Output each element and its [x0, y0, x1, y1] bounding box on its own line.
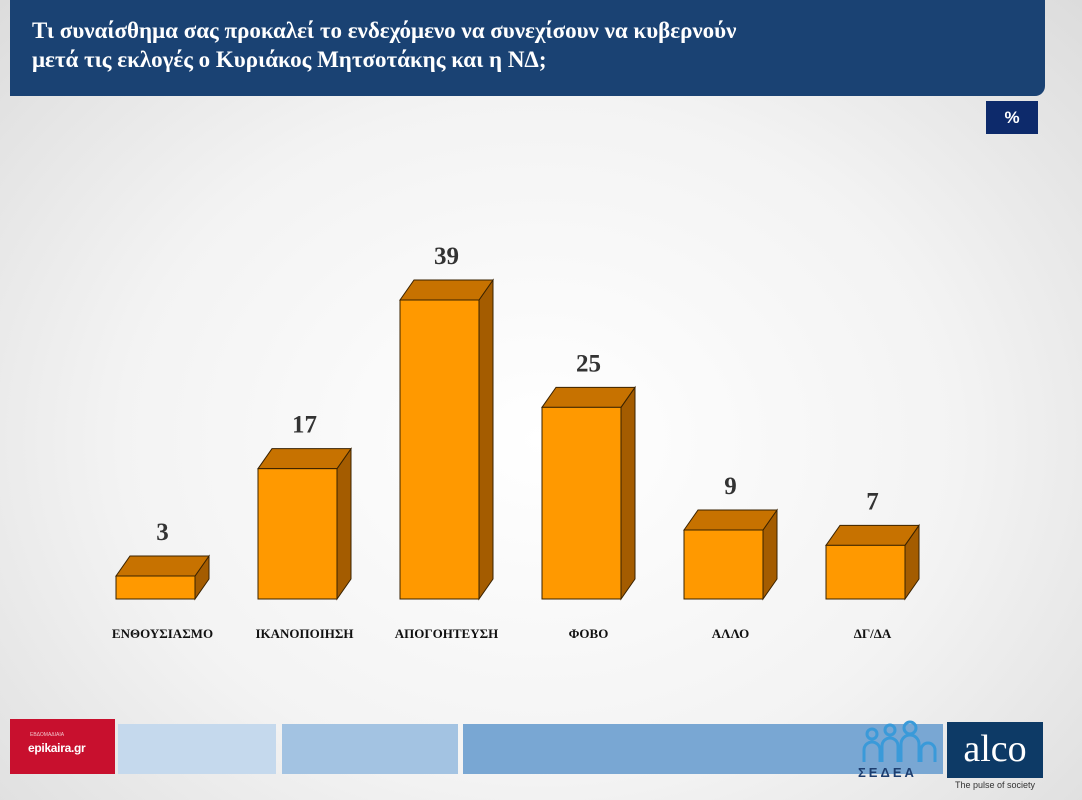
- bar-top-6: [825, 524, 920, 546]
- bar-front-5: [683, 529, 764, 600]
- bar-2: [257, 447, 352, 601]
- bar-front-2: [257, 468, 338, 600]
- bar-front-6: [825, 544, 906, 600]
- bar-front-1: [115, 575, 196, 600]
- data-label-6: 7: [866, 488, 879, 515]
- sedea-logo-text: ΣΕΔΕΑ: [858, 765, 917, 780]
- bar-top-3: [399, 279, 494, 301]
- category-label-6: ΔΓ/ΔΑ: [854, 626, 892, 641]
- category-label-1: ΕΝΘΟΥΣΙΑΣΜΟ: [112, 626, 213, 641]
- bar-side-3: [478, 278, 494, 601]
- category-label-5: ΑΛΛΟ: [712, 626, 749, 641]
- title-line-2: μετά τις εκλογές ο Κυριάκος Μητσοτάκης κ…: [32, 47, 547, 72]
- data-label-1: 3: [156, 519, 169, 546]
- bar-front-4: [541, 406, 622, 600]
- epikaira-logo-sub: ΕΒΔΟΜΑΔΙΑΙΑ: [30, 732, 65, 738]
- data-label-5: 9: [724, 473, 737, 500]
- epikaira-logo-text: epikaira.gr: [28, 741, 86, 755]
- data-label-2: 17: [292, 412, 317, 439]
- category-label-4: ΦΟΒΟ: [569, 626, 609, 641]
- footer-strip-1: [118, 724, 276, 774]
- category-label-3: ΑΠΟΓΟΗΤΕΥΣΗ: [395, 626, 498, 641]
- title-banner: Τι συναίσθημα σας προκαλεί το ενδεχόμενο…: [10, 0, 1045, 96]
- data-label-4: 25: [576, 350, 601, 377]
- bar-side-2: [336, 447, 352, 601]
- bar-3: [399, 278, 494, 601]
- alco-logo: alco: [947, 722, 1043, 778]
- bar-top-2: [257, 448, 352, 470]
- percent-badge: %: [986, 101, 1038, 134]
- category-label-2: ΙΚΑΝΟΠΟΙΗΣΗ: [255, 626, 353, 641]
- bar-5: [683, 508, 778, 601]
- alco-tagline: The pulse of society: [955, 780, 1036, 790]
- title-line-1: Τι συναίσθημα σας προκαλεί το ενδεχόμενο…: [32, 18, 737, 43]
- sedea-logo-icon: [862, 720, 937, 762]
- bar-top-4: [541, 386, 636, 408]
- bar-chart: 3 ΕΝΘΟΥΣΙΑΣΜΟ 17 ΙΚΑΝΟΠΟΙΗΣΗ 39 ΑΠΟΓΟΗΤΕΥΣΗ 25…: [112, 243, 920, 641]
- bar-4: [541, 385, 636, 601]
- bar-front-3: [399, 299, 480, 600]
- data-label-3: 39: [434, 243, 459, 270]
- bar-top-5: [683, 509, 778, 531]
- bar-6: [825, 523, 920, 601]
- epikaira-logo: ΕΒΔΟΜΑΔΙΑΙΑ epikaira.gr: [10, 719, 115, 774]
- footer-strip-2: [282, 724, 458, 774]
- bar-top-1: [115, 555, 210, 577]
- bar-1: [115, 554, 210, 601]
- bar-side-4: [620, 385, 636, 601]
